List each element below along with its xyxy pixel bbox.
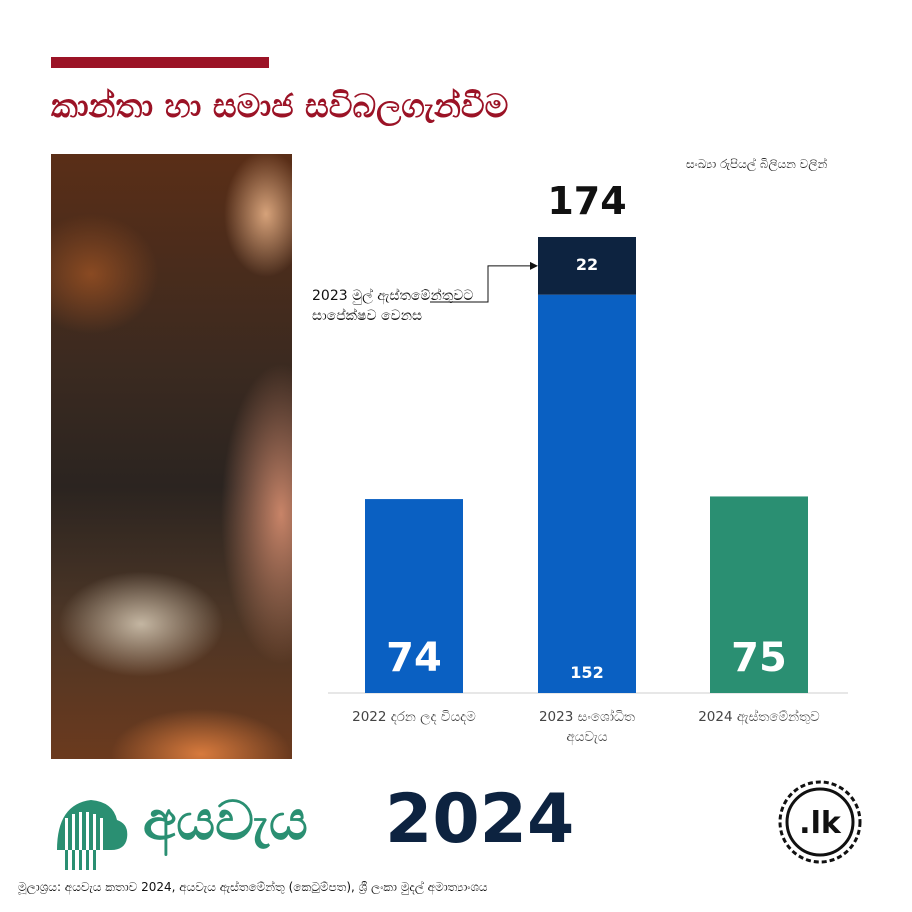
category-label-0: 2022 දරන ලද වියදම xyxy=(329,707,499,727)
bar-1-segment-0 xyxy=(538,294,636,693)
brand-year: 2024 xyxy=(385,780,575,859)
bar-2-segment-0 xyxy=(710,496,808,693)
lk-badge: .lk xyxy=(778,780,862,864)
annotation-line-1: 2023 මුල් ඇස්තමේන්තුවට xyxy=(312,288,474,304)
page-title: කාන්තා හා සමාජ සවිබලගැන්වීම xyxy=(51,86,509,125)
bar-0-segment-0 xyxy=(365,499,463,693)
data-label-1-0: 152 xyxy=(570,663,604,682)
annotation-line-2: සාපේක්ෂව වෙනස xyxy=(312,308,423,324)
data-label-1-1: 22 xyxy=(575,254,599,274)
annotation-arrow-line xyxy=(430,265,533,303)
bar-1-segment-1 xyxy=(538,237,636,295)
category-label-1-line-1: අයවැය xyxy=(566,729,608,745)
background-photo xyxy=(51,154,292,759)
category-label-1: 2023 සංශෝධිත අයවැය xyxy=(502,707,672,747)
total-label-1: 174 xyxy=(547,179,627,223)
lk-seal-icon: .lk xyxy=(778,780,862,864)
category-label-0-line-0: 2022 දරන ලද වියදම xyxy=(352,709,476,725)
units-note: සංඛ්‍යා රුපියල් බිලියන වලින් xyxy=(686,157,828,171)
title-accent-rule xyxy=(51,57,269,68)
brand-word: අයවැය xyxy=(143,789,308,852)
annotation-arrow-head xyxy=(530,261,538,270)
source-note: මූලාශ්‍රය: අයවැය කතාව 2024, අයවැය ඇස්තමේ… xyxy=(18,880,488,894)
category-label-2-line-0: 2024 ඇස්තමේන්තුව xyxy=(698,709,820,725)
data-label-0-0: 74 xyxy=(386,635,442,681)
data-label-2-0: 75 xyxy=(731,635,787,681)
lk-badge-text: .lk xyxy=(799,806,842,841)
parliament-logo-icon xyxy=(57,800,128,870)
category-label-1-line-0: 2023 සංශෝධිත xyxy=(538,709,636,725)
change-annotation: 2023 මුල් ඇස්තමේන්තුවට සාපේක්ෂව වෙනස xyxy=(312,286,473,326)
category-label-2: 2024 ඇස්තමේන්තුව xyxy=(674,707,844,727)
